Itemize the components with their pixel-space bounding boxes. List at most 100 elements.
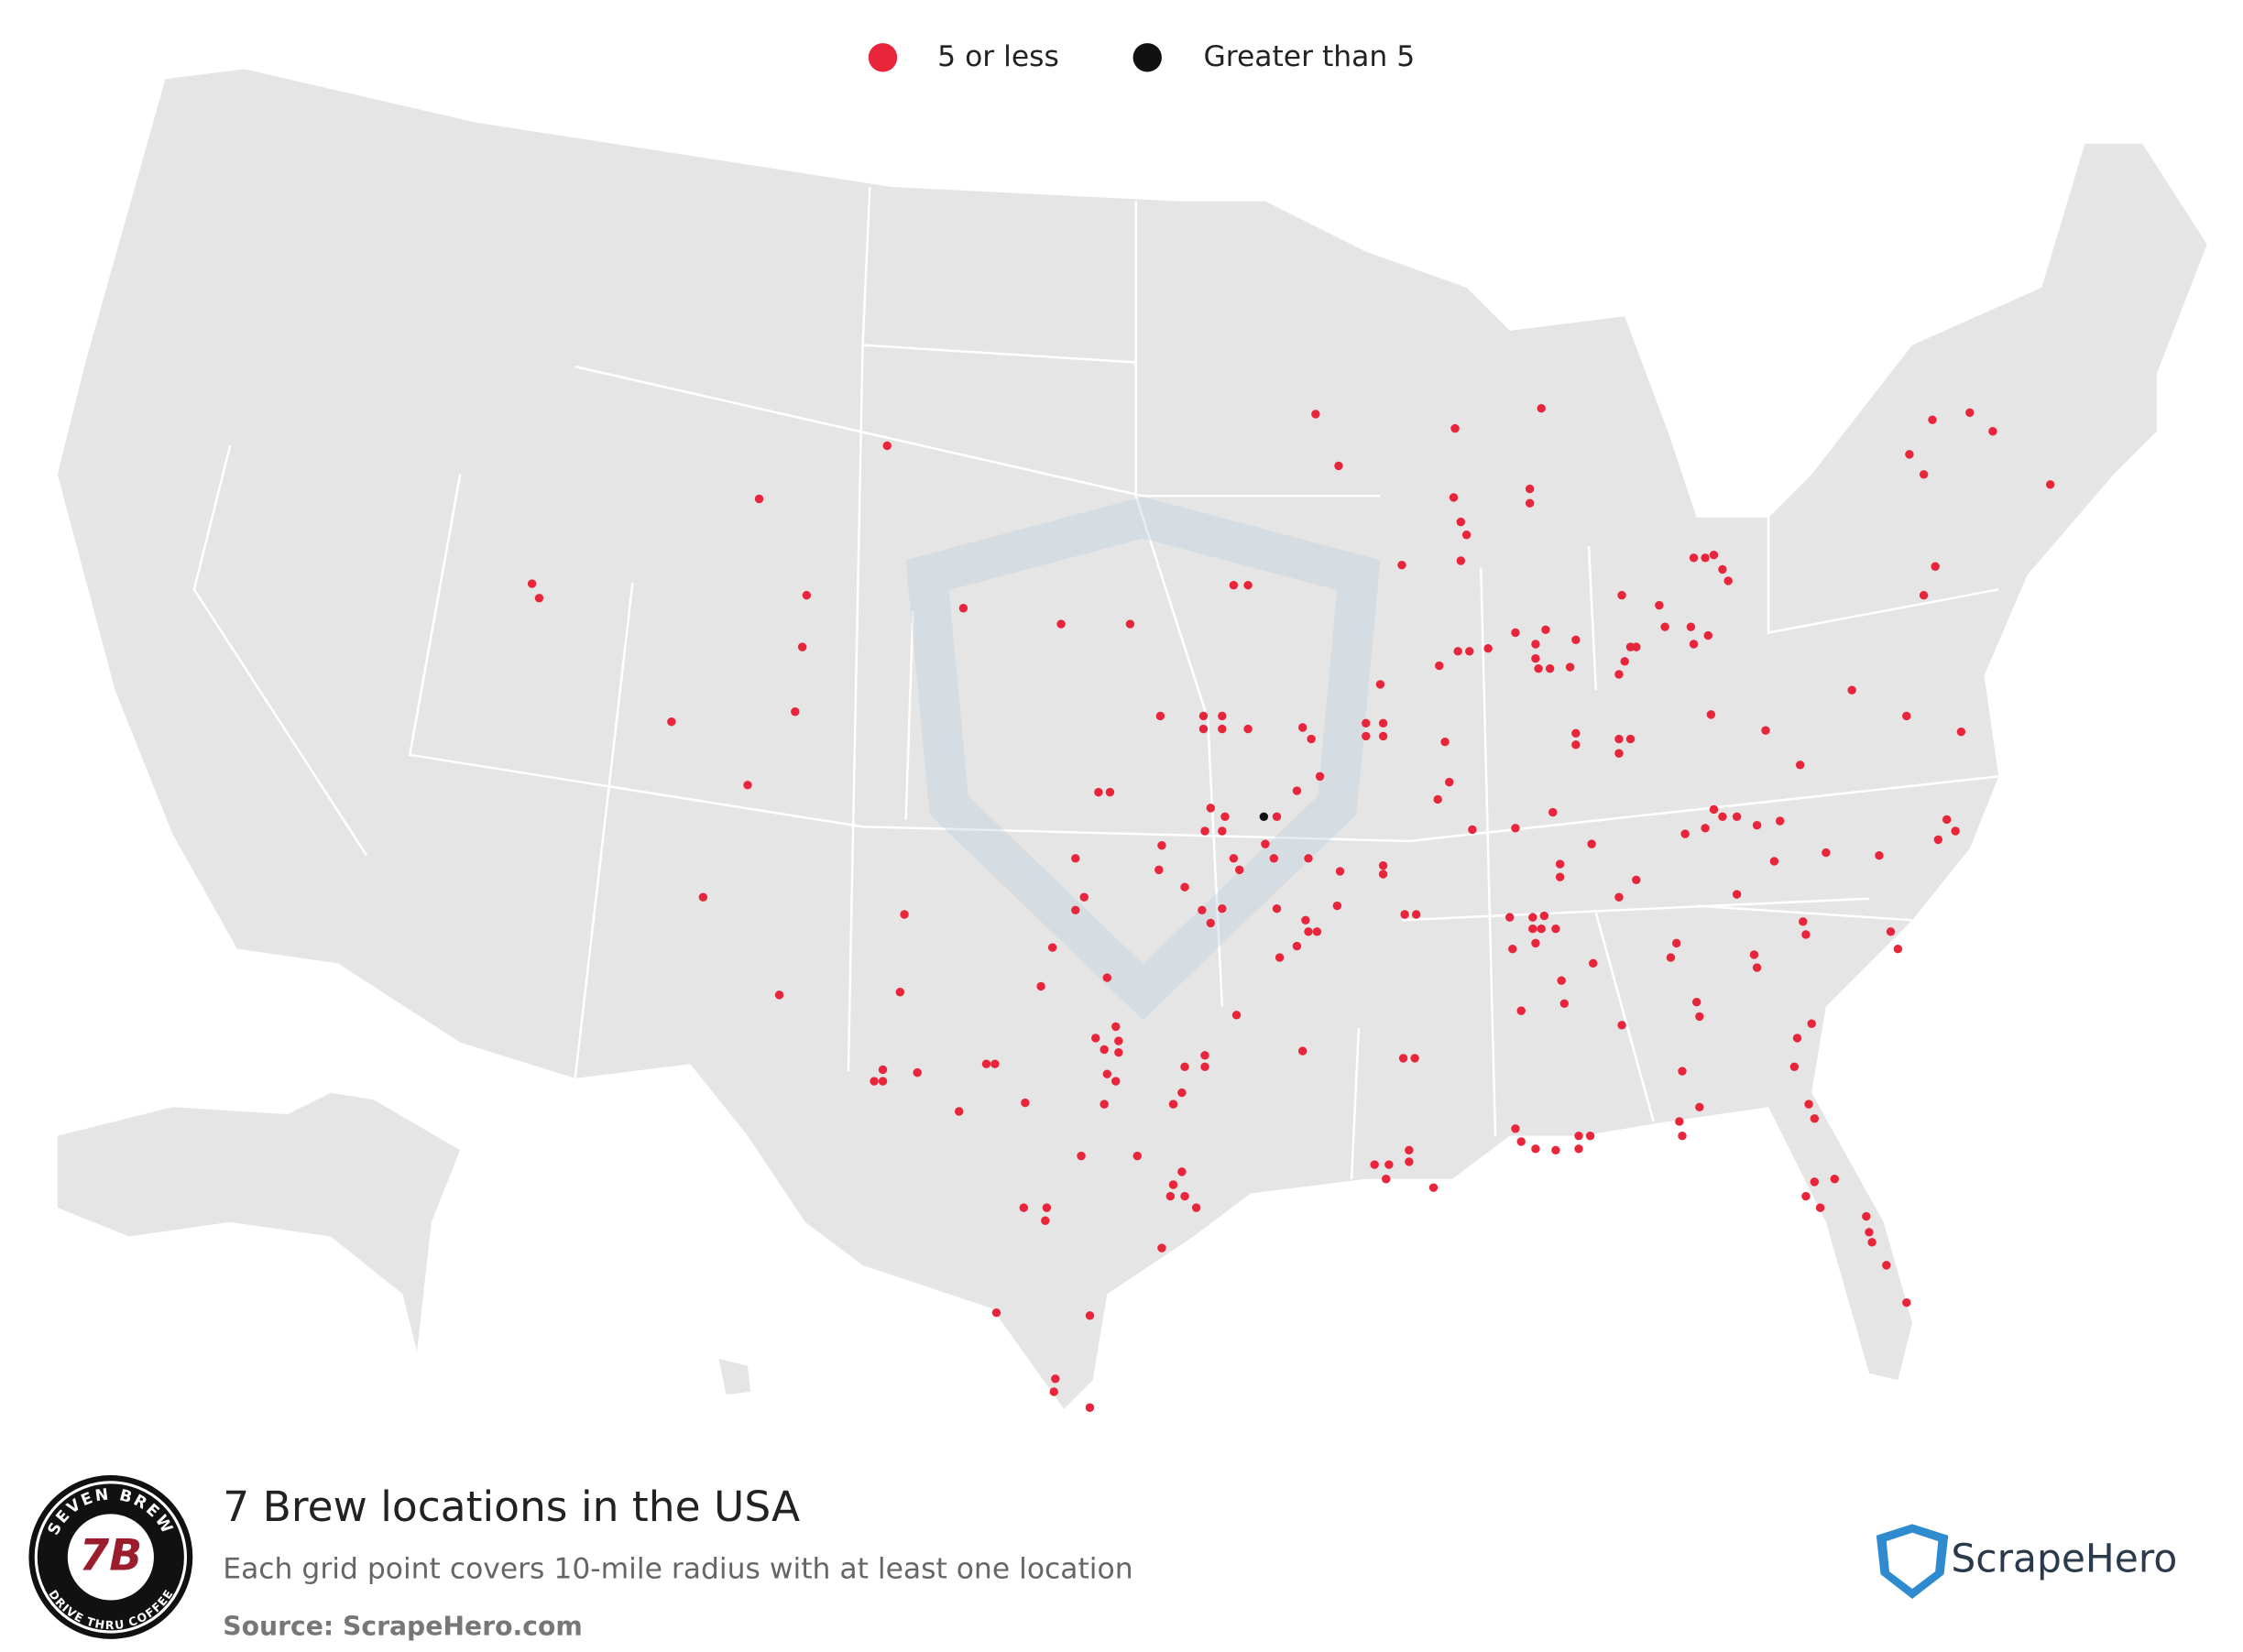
- location-point: [1375, 680, 1385, 689]
- location-point: [1102, 973, 1112, 982]
- location-point: [1789, 1062, 1800, 1072]
- location-point: [527, 579, 537, 588]
- location-point: [743, 781, 752, 790]
- location-point: [1168, 1100, 1178, 1109]
- location-point: [1405, 1145, 1414, 1155]
- location-point: [1410, 1054, 1419, 1063]
- location-point: [1218, 826, 1227, 836]
- location-point: [1456, 556, 1466, 565]
- shield-inner: [1886, 1532, 1939, 1589]
- location-point: [1531, 653, 1540, 663]
- location-point: [878, 1077, 888, 1086]
- location-point: [1942, 815, 1952, 825]
- brand-name: ScrapeHero: [1951, 1537, 2177, 1581]
- location-point: [1370, 1160, 1379, 1169]
- location-point: [1405, 1157, 1414, 1166]
- location-point: [1625, 734, 1636, 744]
- location-point: [1559, 999, 1570, 1009]
- location-point: [1516, 1137, 1526, 1146]
- location-point: [1893, 944, 1903, 954]
- location-point: [1449, 493, 1459, 502]
- location-point: [1867, 1238, 1876, 1247]
- location-point: [1801, 930, 1811, 939]
- location-point: [1100, 1045, 1109, 1055]
- location-point: [1304, 927, 1313, 936]
- location-point: [1229, 854, 1239, 863]
- location-point: [1056, 619, 1066, 629]
- location-point: [1157, 1243, 1166, 1253]
- location-point: [1801, 1191, 1811, 1201]
- location-point: [1206, 918, 1215, 928]
- location-point: [1269, 854, 1279, 863]
- location-point: [1453, 647, 1462, 656]
- location-point: [1548, 807, 1558, 817]
- location-point: [1672, 938, 1681, 948]
- location-point: [1180, 882, 1189, 892]
- location-point: [1091, 1034, 1100, 1043]
- location-point: [1541, 625, 1550, 635]
- location-point: [1933, 835, 1943, 845]
- location-point: [1362, 731, 1371, 741]
- location-point: [802, 590, 812, 600]
- location-point: [1114, 1036, 1123, 1045]
- location-point: [1723, 576, 1733, 585]
- location-point: [1071, 854, 1080, 863]
- location-point: [1085, 1403, 1095, 1412]
- location-point: [1041, 1216, 1050, 1225]
- location-point: [1378, 718, 1388, 728]
- location-point: [1931, 562, 1940, 571]
- location-point: [1588, 958, 1598, 968]
- location-point: [1433, 794, 1442, 804]
- location-point: [1565, 662, 1575, 672]
- location-point: [534, 594, 544, 603]
- legend: 5 or less Greater than 5: [868, 40, 1415, 73]
- location-point: [1655, 600, 1664, 610]
- location-point: [1378, 860, 1388, 870]
- location-point: [1105, 787, 1115, 797]
- location-point: [1761, 726, 1770, 735]
- location-point: [954, 1107, 964, 1116]
- location-point: [1951, 826, 1960, 836]
- location-point: [1465, 647, 1474, 656]
- location-point: [1272, 812, 1282, 822]
- location-point: [1301, 915, 1310, 924]
- location-point: [1200, 1051, 1209, 1060]
- location-point: [667, 717, 676, 727]
- location-point: [1180, 1062, 1189, 1072]
- location-point: [1632, 642, 1641, 651]
- location-point: [797, 642, 807, 651]
- location-point: [1988, 427, 1997, 436]
- location-point: [1292, 786, 1302, 795]
- location-point: [1229, 580, 1239, 590]
- location-point: [1132, 1151, 1142, 1161]
- location-point: [1675, 1117, 1684, 1126]
- location-point: [1865, 1228, 1874, 1237]
- location-point: [1504, 913, 1515, 922]
- location-point: [1769, 857, 1779, 866]
- scrapehero-logo[interactable]: ScrapeHero: [1876, 1524, 2177, 1599]
- location-point: [1902, 711, 1911, 721]
- location-point: [1752, 963, 1762, 972]
- location-point: [1905, 450, 1914, 459]
- location-point: [1218, 904, 1227, 914]
- location-point: [1614, 892, 1624, 902]
- location-point: [991, 1307, 1001, 1318]
- location-point: [1218, 711, 1227, 721]
- location-point: [1539, 911, 1549, 921]
- location-point: [1815, 1203, 1825, 1212]
- location-point: [1666, 953, 1676, 962]
- location-point: [1701, 824, 1710, 833]
- location-point: [1312, 927, 1322, 936]
- location-point: [981, 1059, 991, 1068]
- location-point: [1206, 804, 1215, 813]
- location-point: [1614, 749, 1624, 758]
- location-point: [1384, 1160, 1394, 1169]
- location-point: [1620, 657, 1629, 666]
- contiguous-us: [57, 69, 2207, 1409]
- location-point: [1021, 1098, 1030, 1108]
- state-borders: [192, 186, 1999, 1179]
- location-point: [1243, 724, 1253, 734]
- location-point: [1525, 498, 1535, 508]
- location-point: [1678, 1067, 1687, 1076]
